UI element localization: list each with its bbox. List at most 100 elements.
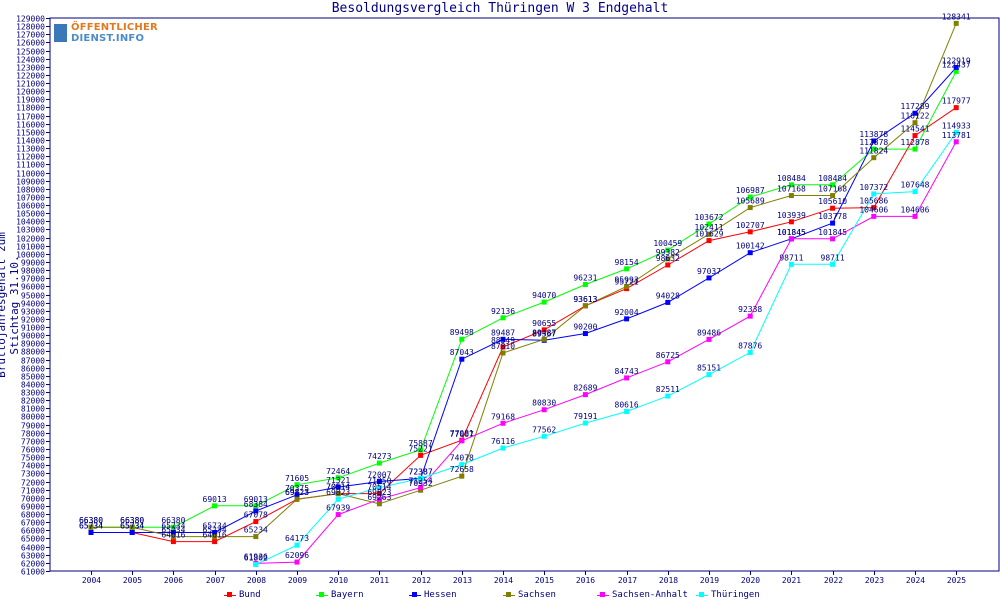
x-tick-label: 2013 — [453, 576, 472, 585]
data-point-hessen — [294, 492, 300, 498]
data-point-bayern — [582, 281, 588, 287]
y-tick-label: 91000 — [21, 324, 45, 333]
data-point-th-ringen — [747, 349, 753, 355]
y-tick-label: 105000 — [16, 210, 45, 219]
data-point-bayern — [953, 68, 959, 74]
logo-text-bottom: DIENST.INFO — [71, 33, 145, 44]
data-point-sachsen — [624, 283, 630, 289]
data-point-hessen — [253, 508, 259, 514]
data-label-hessen: 65734 — [203, 522, 227, 531]
data-label-th-ringen: 80616 — [615, 400, 639, 409]
data-point-bayern — [871, 146, 877, 152]
data-point-bund — [953, 105, 959, 111]
y-tick-label: 71000 — [21, 487, 45, 496]
data-point-sachsen — [170, 534, 176, 540]
data-point-bund — [212, 539, 218, 545]
data-label-sachsen: 72658 — [450, 465, 474, 474]
y-tick-label: 118000 — [16, 104, 45, 113]
y-tick-label: 75000 — [21, 454, 45, 463]
logo-text-top: ÖFFENTLICHER — [71, 22, 158, 33]
data-label-sachsen-anhalt: 61936 — [244, 552, 268, 561]
x-tick-label: 2004 — [82, 576, 101, 585]
y-tick-label: 66000 — [21, 527, 45, 536]
y-tick-label: 103000 — [16, 226, 45, 235]
data-label-hessen: 70375 — [285, 484, 309, 493]
data-label-hessen: 72007 — [367, 470, 391, 479]
legend-label: Bayern — [331, 590, 364, 600]
data-point-bayern — [830, 182, 836, 188]
data-point-bund — [747, 229, 753, 235]
data-point-bund — [788, 219, 794, 225]
y-tick-label: 64000 — [21, 544, 45, 553]
data-point-sachsen-anhalt — [335, 512, 341, 518]
data-label-sachsen: 69263 — [367, 493, 391, 502]
data-point-bayern — [912, 146, 918, 152]
data-point-hessen — [376, 478, 382, 484]
data-point-hessen — [706, 275, 712, 281]
data-point-bayern — [788, 182, 794, 188]
data-label-th-ringen: 77562 — [532, 425, 556, 434]
y-tick-label: 90000 — [21, 332, 45, 341]
x-tick-label: 2021 — [782, 576, 801, 585]
data-point-hessen — [912, 110, 918, 116]
data-label-hessen: 89367 — [532, 329, 556, 338]
plot-frame — [49, 17, 1000, 572]
data-label-bayern: 112878 — [859, 138, 888, 147]
data-label-bayern: 106987 — [736, 186, 765, 195]
data-label-bayern: 66380 — [161, 516, 185, 525]
x-tick-label: 2022 — [824, 576, 843, 585]
data-label-th-ringen: 107372 — [859, 183, 888, 192]
data-point-th-ringen — [541, 433, 547, 439]
legend-marker-swatch — [412, 592, 417, 597]
data-point-sachsen — [500, 350, 506, 356]
data-point-hessen — [212, 530, 218, 536]
y-tick-label: 100000 — [16, 251, 45, 260]
data-label-th-ringen: 69823 — [326, 488, 350, 497]
y-tick-label: 127000 — [16, 31, 45, 40]
data-label-bayern: 108484 — [777, 174, 806, 183]
y-tick-label: 62000 — [21, 560, 45, 569]
legend-label: Thüringen — [711, 590, 760, 600]
data-label-bayern: 69013 — [244, 495, 268, 504]
data-label-bayern: 96231 — [573, 273, 597, 282]
data-point-hessen — [953, 64, 959, 70]
data-point-bayern — [459, 336, 465, 342]
data-point-bund — [912, 133, 918, 139]
data-label-hessen: 100142 — [736, 242, 765, 251]
data-label-bund: 69823 — [285, 488, 309, 497]
data-point-sachsen — [294, 496, 300, 502]
data-point-sachsen-anhalt — [541, 407, 547, 413]
data-point-sachsen-anhalt — [706, 336, 712, 342]
data-label-th-ringen: 114933 — [942, 121, 971, 130]
data-point-bund — [170, 539, 176, 545]
y-tick-label: 112000 — [16, 153, 45, 162]
data-point-th-ringen — [830, 261, 836, 267]
data-point-sachsen-anhalt — [459, 438, 465, 444]
y-tick-label: 89000 — [21, 340, 45, 349]
y-tick-label: 122000 — [16, 72, 45, 81]
data-label-sachsen-anhalt: 101845 — [777, 228, 806, 237]
data-label-bayern: 72464 — [326, 467, 350, 476]
data-label-bayern: 103672 — [695, 213, 724, 222]
data-label-bayern: 66380 — [120, 516, 144, 525]
data-point-sachsen — [582, 303, 588, 309]
data-label-sachsen-anhalt: 62096 — [285, 551, 309, 560]
data-label-th-ringen: 98711 — [779, 253, 803, 262]
data-point-bayern — [706, 221, 712, 227]
data-point-sachsen — [747, 205, 753, 211]
data-label-sachsen: 111824 — [859, 147, 888, 156]
data-label-bund: 105686 — [859, 197, 888, 206]
y-tick-label: 97000 — [21, 275, 45, 284]
data-label-bund: 64616 — [161, 531, 185, 540]
data-point-sachsen — [912, 120, 918, 126]
data-point-bund — [541, 327, 547, 333]
data-point-sachsen-anhalt — [582, 392, 588, 398]
y-tick-label: 117000 — [16, 113, 45, 122]
data-point-bayern — [212, 503, 218, 509]
data-point-bund — [830, 205, 836, 211]
y-tick-label: 96000 — [21, 283, 45, 292]
y-tick-label: 116000 — [16, 121, 45, 130]
data-point-th-ringen — [706, 372, 712, 378]
x-tick-label: 2015 — [535, 576, 554, 585]
data-point-hessen — [624, 316, 630, 322]
